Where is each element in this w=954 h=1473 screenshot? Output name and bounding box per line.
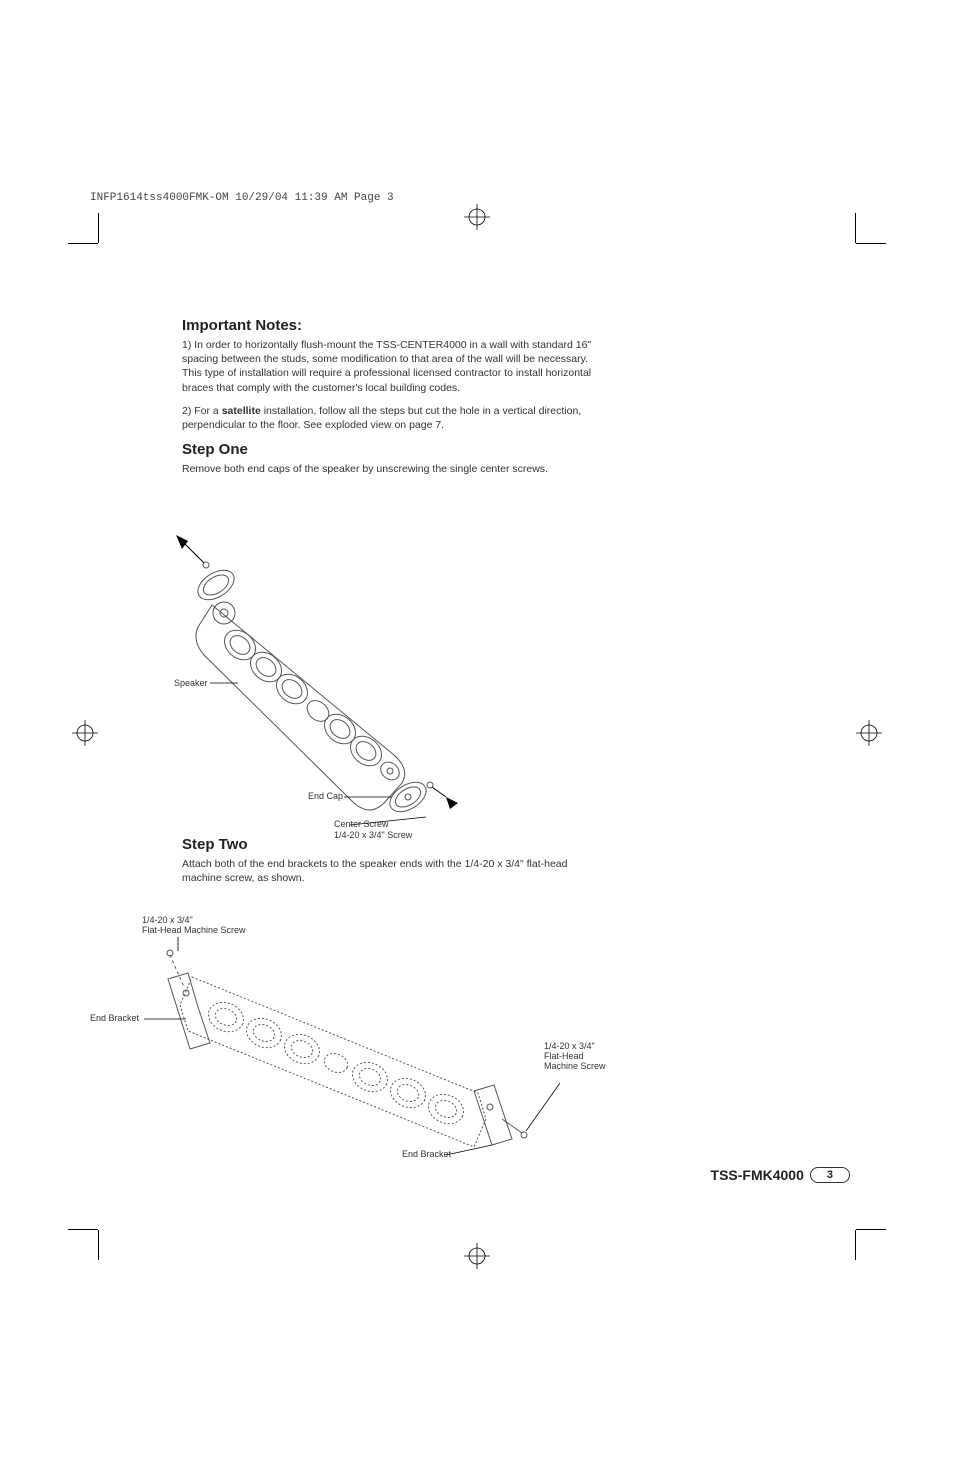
label-screw-top-1: 1/4-20 x 3/4" [142,915,193,925]
crop-mark [68,1229,98,1230]
crop-mark [855,213,856,243]
footer-model: TSS-FMK4000 [711,1167,804,1183]
label-screw-right-1: 1/4-20 x 3/4" [544,1041,595,1051]
important-notes-heading: Important Notes: [182,317,602,334]
page-footer: TSS-FMK4000 3 [711,1167,850,1183]
crop-mark [856,243,886,244]
figure-step-one: Speaker End Cap Center Screw 1/4-20 x 3/… [174,535,484,845]
crop-mark [856,1229,886,1230]
registration-mark-icon [72,720,98,746]
label-end-cap: End Cap [308,791,343,801]
footer-page-number: 3 [810,1167,850,1183]
print-slug: INFP1614tss4000FMK-OM 10/29/04 11:39 AM … [90,192,394,204]
label-end-bracket-right: End Bracket [402,1149,451,1159]
figure-step-two: 1/4-20 x 3/4" Flat-Head Machine Screw En… [130,923,650,1163]
label-screw-spec: 1/4-20 x 3/4" Screw [334,830,412,840]
note2-bold: satellite [222,405,261,417]
step-two-body: Attach both of the end brackets to the s… [182,857,602,885]
label-end-bracket-left: End Bracket [90,1013,139,1023]
note2-pre: 2) For a [182,405,222,417]
registration-mark-icon [464,204,490,230]
label-center-screw: Center Screw [334,819,389,829]
label-speaker: Speaker [174,678,208,688]
crop-mark [98,1230,99,1260]
label-screw-right-2: Flat-Head [544,1051,584,1061]
crop-mark [98,213,99,243]
label-screw-top-2: Flat-Head Machine Screw [142,925,246,935]
registration-mark-icon [856,720,882,746]
crop-mark [855,1230,856,1260]
step-one-heading: Step One [182,441,602,458]
important-note-2: 2) For a satellite installation, follow … [182,404,602,432]
important-note-1: 1) In order to horizontally flush-mount … [182,338,602,395]
label-screw-right-3: Machine Screw [544,1061,606,1071]
step-one-body: Remove both end caps of the speaker by u… [182,462,602,476]
registration-mark-icon [464,1243,490,1269]
crop-mark [68,243,98,244]
